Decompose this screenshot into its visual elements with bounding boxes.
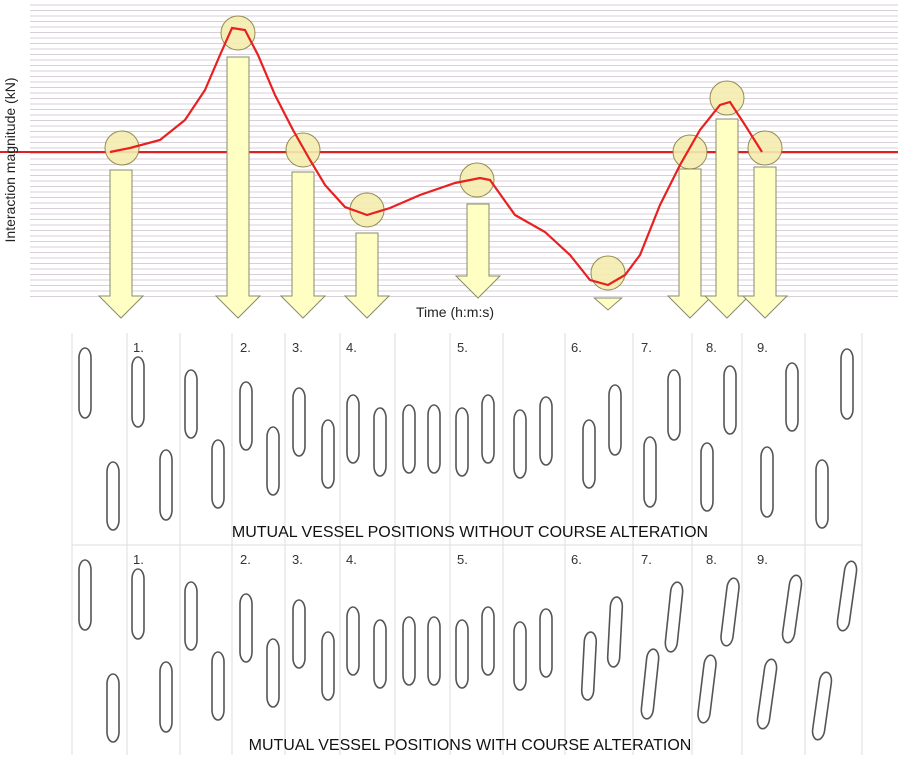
- vessel: [240, 382, 252, 450]
- vessel: [160, 662, 172, 732]
- vessel: [212, 440, 224, 508]
- vessel: [540, 609, 552, 677]
- step-label: 4.: [346, 340, 357, 355]
- vessel: [322, 632, 334, 700]
- panels: 1. 2. 3. 4. 5. 6. 7. 8. 9. MUTUAL VESSEL POSITION…: [72, 333, 862, 755]
- step-label: 5.: [457, 552, 468, 567]
- force-arrow: [456, 204, 500, 298]
- step-label: 5.: [457, 340, 468, 355]
- step-label: 7.: [641, 552, 652, 567]
- vessel: [644, 437, 656, 507]
- force-arrow: [345, 233, 389, 318]
- interaction-curve: [110, 28, 762, 285]
- vessel: [456, 408, 468, 476]
- vessel: [347, 607, 359, 675]
- step-label: 2.: [240, 552, 251, 567]
- step-label: 2.: [240, 340, 251, 355]
- vessel: [428, 617, 440, 685]
- vessel: [781, 574, 802, 643]
- vessel: [640, 649, 659, 720]
- force-arrow: [594, 298, 622, 310]
- panel-caption: MUTUAL VESSEL POSITIONS WITHOUT COURSE A…: [232, 524, 708, 541]
- vessel: [756, 659, 778, 730]
- event-marker: [221, 16, 255, 50]
- vessel: [428, 405, 440, 473]
- event-marker: [673, 135, 707, 169]
- step-label: 1.: [133, 552, 144, 567]
- vessel: [514, 410, 526, 478]
- vessel: [482, 395, 494, 463]
- vessel: [79, 348, 91, 418]
- panel-caption: MUTUAL VESSEL POSITIONS WITH COURSE ALTE…: [249, 737, 692, 754]
- vessel: [374, 620, 386, 688]
- vessel: [668, 370, 680, 440]
- event-marker: [286, 133, 320, 167]
- vessel: [482, 607, 494, 675]
- vessel: [701, 443, 713, 511]
- vessel: [664, 582, 683, 653]
- vessel: [456, 620, 468, 688]
- force-arrow: [216, 57, 260, 318]
- vessel: [514, 622, 526, 690]
- vessel: [240, 594, 252, 662]
- vessel: [581, 632, 597, 701]
- vessel: [607, 597, 623, 668]
- vessel: [107, 462, 119, 530]
- step-label: 4.: [346, 552, 357, 567]
- step-label: 6.: [571, 552, 582, 567]
- vessel: [322, 420, 334, 488]
- figure: Interaction magnitude (kN) Time (h:m:s) …: [0, 0, 898, 755]
- step-label: 8.: [706, 552, 717, 567]
- vessel: [836, 561, 858, 632]
- vessel: [107, 674, 119, 742]
- vessel: [583, 420, 595, 488]
- step-label: 1.: [133, 340, 144, 355]
- vessel: [816, 460, 828, 528]
- step-label: 8.: [706, 340, 717, 355]
- arrows: [99, 16, 787, 318]
- step-label: 9.: [757, 340, 768, 355]
- step-label: 3.: [292, 340, 303, 355]
- vessel: [185, 582, 197, 650]
- vessel: [841, 349, 853, 419]
- vessel: [267, 427, 279, 495]
- vessel: [403, 617, 415, 685]
- vessel: [347, 395, 359, 463]
- x-axis-label: Time (h:m:s): [416, 304, 494, 320]
- vessel: [132, 569, 144, 639]
- force-arrow: [743, 167, 787, 318]
- vessel: [403, 405, 415, 473]
- vessel: [79, 560, 91, 630]
- vessel: [185, 370, 197, 438]
- step-label: 3.: [292, 552, 303, 567]
- vessel: [540, 397, 552, 465]
- vessel: [212, 652, 224, 720]
- vessel: [724, 366, 736, 434]
- vessel: [609, 385, 621, 455]
- vessel: [720, 578, 740, 647]
- step-label: 6.: [571, 340, 582, 355]
- vessel: [132, 357, 144, 427]
- vessel: [374, 408, 386, 476]
- vessel: [160, 450, 172, 520]
- vessel: [786, 363, 798, 431]
- vessel: [697, 655, 717, 724]
- step-label: 7.: [641, 340, 652, 355]
- step-label: 9.: [757, 552, 768, 567]
- vessel: [761, 447, 773, 517]
- vessel: [267, 639, 279, 707]
- vessel: [811, 671, 832, 740]
- force-arrow: [705, 119, 749, 318]
- y-axis-label: Interaction magnitude (kN): [2, 78, 18, 243]
- vessel: [293, 600, 305, 668]
- vessel: [293, 388, 305, 456]
- force-arrow: [281, 172, 325, 318]
